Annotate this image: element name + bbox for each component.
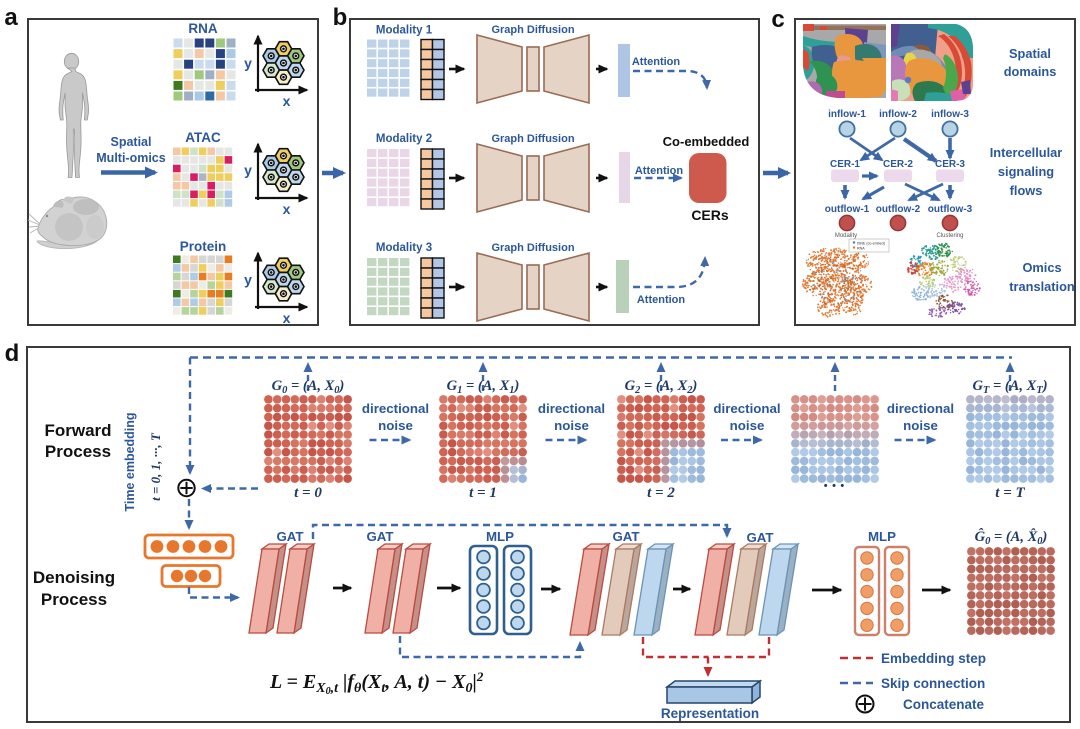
svg-text:noise: noise	[730, 418, 765, 433]
svg-text:t = T: t = T	[995, 485, 1025, 501]
svg-text:L = EX0,t |fθ(Xt, A, t) − X0|2: L = EX0,t |fθ(Xt, A, t) − X0|2	[269, 669, 484, 697]
svg-text:directional: directional	[362, 401, 429, 416]
svg-text:Ĝ0 = (A, X̂0): Ĝ0 = (A, X̂0)	[975, 528, 1048, 547]
svg-text:Protein: Protein	[180, 239, 227, 254]
svg-text:y: y	[244, 162, 252, 178]
svg-text:directional: directional	[713, 401, 780, 416]
svg-text:Modality 3: Modality 3	[376, 242, 432, 254]
svg-text:···: ···	[822, 476, 847, 497]
svg-text:y: y	[244, 272, 252, 288]
svg-text:flows: flows	[1010, 183, 1043, 198]
svg-text:noise: noise	[903, 418, 938, 433]
svg-text:directional: directional	[538, 401, 605, 416]
svg-text:Omics: Omics	[1022, 260, 1061, 275]
svg-text:G2 = (A, X2): G2 = (A, X2)	[625, 378, 698, 396]
svg-text:inflow-3: inflow-3	[931, 109, 969, 120]
svg-text:Process: Process	[41, 590, 107, 609]
svg-text:CER-3: CER-3	[935, 159, 965, 170]
svg-text:inflow-1: inflow-1	[828, 109, 866, 120]
svg-text:Denoising: Denoising	[33, 568, 115, 587]
svg-text:Modality 1: Modality 1	[376, 25, 433, 37]
svg-text:GAT: GAT	[746, 530, 773, 545]
svg-text:Graph Diffusion: Graph Diffusion	[491, 133, 574, 145]
svg-text:directional: directional	[887, 401, 954, 416]
svg-text:Modality 2: Modality 2	[376, 133, 432, 145]
svg-text:ATAC: ATAC	[185, 130, 221, 145]
svg-text:inflow-2: inflow-2	[879, 109, 917, 120]
svg-text:GAT: GAT	[276, 529, 303, 544]
svg-text:Intercellular: Intercellular	[990, 145, 1063, 160]
svg-text:G0 = (A, X0): G0 = (A, X0)	[272, 378, 345, 396]
svg-text:Skip connection: Skip connection	[881, 676, 985, 691]
svg-text:x: x	[283, 310, 291, 326]
svg-text:Time embedding: Time embedding	[123, 412, 137, 511]
svg-text:Multi-omics: Multi-omics	[96, 151, 165, 165]
svg-text:Attention: Attention	[632, 56, 681, 68]
svg-text:Embedding step: Embedding step	[881, 651, 986, 666]
svg-text:t = 1: t = 1	[469, 485, 497, 501]
svg-text:Forward: Forward	[44, 421, 111, 440]
svg-text:t = 0: t = 0	[294, 485, 322, 501]
svg-text:y: y	[244, 55, 252, 71]
svg-text:CERs: CERs	[691, 207, 729, 223]
svg-text:outflow-1: outflow-1	[825, 204, 870, 215]
svg-text:G1 = (A, X1): G1 = (A, X1)	[447, 378, 520, 396]
svg-text:t = 2: t = 2	[647, 485, 675, 501]
svg-text:Spatial: Spatial	[111, 135, 152, 149]
svg-text:t = 0, 1, ···, T: t = 0, 1, ···, T	[148, 432, 163, 501]
svg-text:x: x	[283, 93, 291, 109]
svg-text:Co-embedded: Co-embedded	[663, 134, 750, 149]
svg-text:b: b	[333, 4, 348, 31]
svg-text:c: c	[771, 6, 784, 33]
svg-text:GAT: GAT	[366, 529, 393, 544]
svg-text:a: a	[4, 4, 18, 31]
svg-text:outflow-3: outflow-3	[928, 204, 973, 215]
svg-text:Graph Diffusion: Graph Diffusion	[491, 24, 574, 36]
svg-text:Attention: Attention	[635, 165, 684, 177]
svg-text:Representation: Representation	[661, 706, 759, 721]
svg-text:CER-2: CER-2	[883, 159, 913, 170]
svg-text:RNA: RNA	[857, 247, 865, 251]
svg-text:RNA: RNA	[188, 21, 217, 36]
svg-text:noise: noise	[554, 418, 589, 433]
svg-text:x: x	[283, 201, 291, 217]
svg-text:Attention: Attention	[637, 294, 686, 306]
svg-text:CER-1: CER-1	[830, 159, 860, 170]
svg-text:signaling: signaling	[998, 164, 1054, 179]
svg-text:Graph Diffusion: Graph Diffusion	[491, 242, 574, 254]
svg-text:Concatenate: Concatenate	[903, 697, 985, 712]
svg-text:noise: noise	[378, 418, 413, 433]
svg-text:GAT: GAT	[612, 529, 639, 544]
svg-text:MLP: MLP	[868, 529, 896, 544]
svg-text:d: d	[5, 340, 20, 367]
svg-text:GT = (A, XT): GT = (A, XT)	[972, 378, 1047, 396]
svg-text:Clustering: Clustering	[936, 233, 963, 239]
svg-text:MLP: MLP	[486, 529, 514, 544]
svg-text:translation: translation	[1009, 279, 1075, 294]
svg-text:domains: domains	[1004, 64, 1057, 79]
svg-text:tSNE (co-embed): tSNE (co-embed)	[857, 242, 885, 246]
svg-text:Modality: Modality	[835, 233, 857, 239]
svg-text:Process: Process	[45, 442, 111, 461]
svg-text:outflow-2: outflow-2	[876, 204, 921, 215]
svg-text:Spatial: Spatial	[1009, 46, 1051, 61]
